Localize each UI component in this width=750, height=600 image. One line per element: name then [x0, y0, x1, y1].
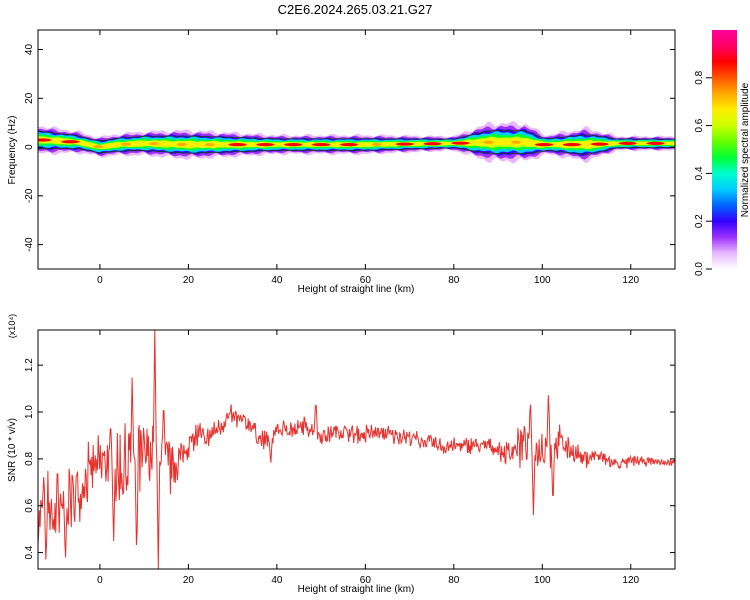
colorbar-ticks: 0.0 0.2 0.4 0.6 0.8 [694, 70, 712, 276]
y-tick-label: -20 [24, 188, 35, 203]
spectrogram-peak [228, 143, 247, 147]
snr-series-line [38, 330, 675, 569]
x-tick-label: 100 [534, 275, 551, 286]
y-tick-label: 0.8 [24, 451, 35, 465]
x-tick-label: 0 [97, 275, 103, 286]
spectrogram-contour-line [38, 130, 675, 142]
spectrogram-peak [483, 140, 494, 144]
spectrogram-peak [590, 142, 609, 146]
spectrogram-peak [312, 143, 331, 147]
spectrogram-peak [371, 142, 382, 147]
snr-x-ticks: 0 20 40 60 80 100 120 [97, 330, 640, 586]
spectrogram-x-label: Height of straight line (km) [298, 284, 415, 295]
y-tick-label: 0 [24, 144, 35, 150]
colorbar-tick-label: 0.8 [694, 70, 705, 84]
spectrogram-peak [93, 145, 104, 149]
spectrogram-peak [395, 142, 414, 146]
y-tick-label: 40 [24, 44, 35, 56]
y-tick-label: 20 [24, 92, 35, 104]
x-tick-label: 120 [622, 575, 639, 586]
spectrogram-peak [148, 142, 159, 146]
x-tick-label: 0 [97, 575, 103, 586]
colorbar-tick-label: 0.4 [694, 166, 705, 180]
spectrogram-peak [451, 141, 470, 145]
colorbar-tick-label: 0.2 [694, 214, 705, 228]
x-tick-label: 20 [183, 275, 195, 286]
x-tick-label: 40 [271, 575, 283, 586]
colorbar-tick-label: 0.6 [694, 118, 705, 132]
x-tick-label: 60 [360, 275, 372, 286]
spectrogram-y-ticks: 40 20 0 -20 -40 [24, 44, 675, 252]
spectrogram-peak [646, 141, 665, 146]
snr-y-label: SNR (10 * v/v) [7, 418, 18, 482]
spectrogram-peak [61, 140, 80, 144]
figure-title: C2E6.2024.265.03.21.G27 [278, 2, 433, 17]
colorbar-tick-label: 0.0 [694, 262, 705, 276]
spectrogram-peak [38, 138, 52, 142]
spectrogram-peak [256, 143, 275, 147]
colorbar-gradient [712, 30, 737, 269]
y-tick-label: -40 [24, 237, 35, 252]
spectrogram-signal [38, 120, 675, 164]
x-tick-label: 80 [448, 575, 460, 586]
spectrogram-peak [176, 142, 187, 147]
spectrogram-frame [37, 29, 676, 270]
x-tick-label: 20 [183, 575, 195, 586]
snr-y-ticks: 0.4 0.6 0.8 1.0 1.2 [24, 358, 675, 560]
spectrogram-x-ticks: 0 20 40 60 80 100 120 [97, 30, 640, 286]
snr-y-multiplier: (x10⁴) [7, 314, 17, 338]
snr-frame [37, 329, 676, 570]
colorbar: 0.0 0.2 0.4 0.6 0.8 Normalized spectral ampl… [694, 30, 750, 276]
x-tick-label: 120 [622, 275, 639, 286]
spectrogram-peak [204, 143, 215, 147]
y-tick-label: 0.6 [24, 498, 35, 512]
spectrogram-peak [511, 140, 522, 144]
y-tick-label: 1.0 [24, 405, 35, 419]
snr-panel: 0 20 40 60 80 100 120 0.4 0.6 0.8 1.0 1.2 Height o… [7, 314, 676, 595]
colorbar-label: Normalized spectral amplitude [740, 82, 750, 217]
spectrogram-peak [121, 142, 132, 146]
spectrogram-contour-line [38, 147, 675, 155]
y-tick-label: 1.2 [24, 358, 35, 372]
spectrogram-peak [284, 143, 303, 147]
x-tick-label: 60 [360, 575, 372, 586]
spectrogram-peak [618, 141, 637, 146]
spectrogram-peak [562, 143, 581, 147]
spectrogram-peak [423, 142, 442, 146]
spectrogram-contour-level [38, 137, 675, 149]
y-tick-label: 0.4 [24, 545, 35, 559]
snr-x-label: Height of straight line (km) [298, 584, 415, 595]
spectrogram-y-label: Frequency (Hz) [7, 116, 18, 185]
spectrogram-panel: 0 20 40 60 80 100 120 40 20 0 -20 -40 Height of st… [7, 29, 676, 295]
spectrogram-peak [535, 143, 554, 147]
x-tick-label: 100 [534, 575, 551, 586]
spectrogram-peak [339, 143, 358, 147]
x-tick-label: 40 [271, 275, 283, 286]
x-tick-label: 80 [448, 275, 460, 286]
